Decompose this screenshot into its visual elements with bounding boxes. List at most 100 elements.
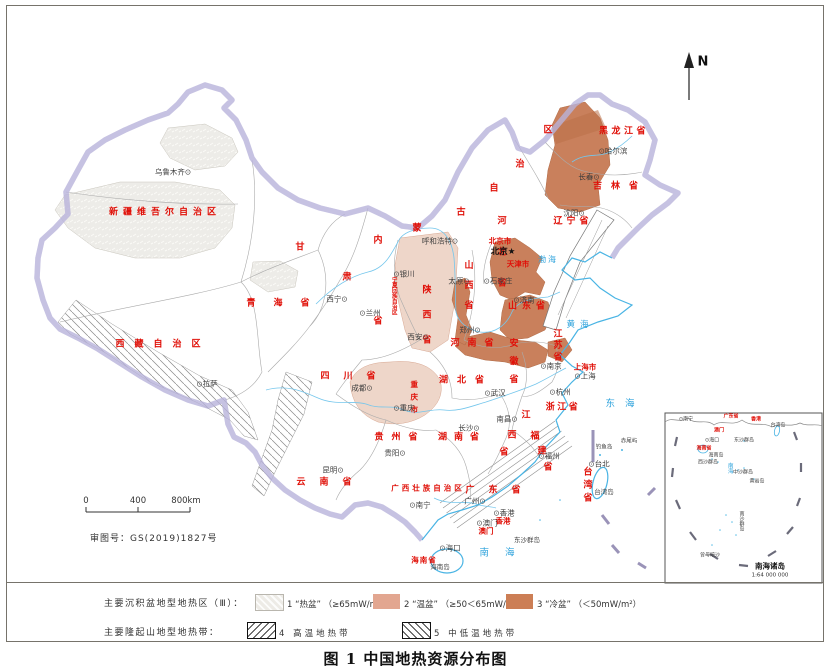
map-label-台北: ⊙台北	[588, 459, 610, 469]
map-label-上海市: 上海市	[573, 362, 597, 372]
map-label-澳门: 澳门	[478, 526, 494, 536]
map-label-澳门: 澳门	[713, 427, 725, 434]
map-label-北京市: 北京市	[488, 236, 512, 246]
legend-item-warm-basin: 2 “温盆” （≥50＜65mW/m²）	[404, 600, 527, 610]
map-label-太原: 太原⊙	[448, 276, 470, 286]
small-islands-dots	[539, 449, 623, 521]
map-label-福: 福	[530, 431, 540, 442]
scale-tick-400: 400	[129, 496, 147, 506]
coastline	[421, 251, 634, 574]
map-label-山西省: 山西省	[462, 260, 473, 320]
inset-scale: 1:64 000 000	[751, 572, 789, 579]
map-label-宁夏回族自治区: 宁夏回族自治区	[390, 276, 397, 316]
map-label-黑龙江省: 黑龙江省	[598, 126, 650, 137]
map-label-海口: ⊙海口	[439, 543, 461, 553]
legend-row2-label: 主要隆起山地型地热带：	[104, 628, 220, 638]
map-label-重庆: ⊙重庆	[393, 403, 415, 413]
map-label-广州: 广州⊙	[464, 496, 486, 506]
map-label-曾母暗沙: 曾母暗沙	[699, 552, 721, 559]
map-label-自: 自	[489, 183, 499, 194]
map-label-西宁: 西宁⊙	[326, 294, 348, 304]
map-label-贵阳: 贵阳⊙	[384, 448, 406, 458]
map-label-香港: ⊙香港	[493, 508, 515, 518]
map-label-兰州: ⊙兰州	[359, 308, 381, 318]
map-label-新疆维吾尔自治区: 新疆维吾尔自治区	[108, 207, 222, 218]
legend-item-cold-basin: 3 “冷盆” （＜50mW/m²）	[537, 600, 642, 610]
map-label-拉萨: ⊙拉萨	[196, 379, 218, 389]
map-label-南海: 南海	[726, 462, 733, 474]
scale-bar	[85, 507, 191, 513]
map-label-乌鲁木齐: 乌鲁木齐⊙	[154, 167, 192, 177]
map-label-南宁: ⊙南宁	[678, 416, 694, 423]
map-label-河北省: 河北省	[495, 215, 506, 309]
map-label-台湾省: 台湾省	[581, 466, 592, 506]
map-label-肃: 肃	[342, 272, 352, 283]
cold-basin-regions	[451, 101, 611, 369]
map-label-台湾岛: 台湾岛	[770, 422, 786, 429]
map-label-中沙群岛: 中沙群岛	[732, 469, 754, 476]
map-label-上海: ⊙上海	[574, 371, 596, 381]
map-label-黄岩岛: 黄岩岛	[749, 478, 765, 485]
figure-caption: 图 1 中国地热资源分布图	[323, 650, 508, 668]
map-label-郑州: 郑州⊙	[459, 325, 481, 335]
map-label-南京: ⊙南京	[540, 361, 562, 371]
map-label-海口: ⊙海口	[704, 437, 720, 444]
map-label-石家庄: ⊙石家庄	[483, 276, 513, 286]
national-border	[34, 82, 681, 540]
map-label-陕西省: 陕西省	[420, 284, 431, 360]
map-label-重庆市: 重庆市	[409, 380, 419, 418]
legend-divider	[6, 582, 823, 583]
scale-tick-800: 800km	[171, 496, 201, 506]
map-label-治: 治	[515, 159, 525, 170]
map-label-湖北省: 湖北省	[438, 375, 494, 386]
map-label-N: N	[697, 54, 709, 70]
map-label-济南: ⊙济南	[513, 295, 535, 305]
map-label-南海: 南海	[479, 547, 531, 559]
map-label-青海省: 青海省	[246, 298, 328, 309]
map-label-浙江省: 浙江省	[545, 402, 581, 413]
map-label-西安: 西安⊙	[407, 332, 429, 342]
map-label-南昌: 南昌⊙	[496, 414, 518, 424]
legend-row1-label: 主要沉积盆地型地热区（Ⅲ）：	[104, 599, 244, 609]
figure-frame	[6, 5, 824, 642]
map-label-广东省: 广东省	[723, 413, 739, 420]
map-label-建: 建	[537, 446, 547, 457]
map-label-台湾岛: 台湾岛	[594, 487, 614, 496]
hot-basin-regions	[54, 123, 299, 293]
map-label-辽宁省: 辽宁省	[553, 216, 593, 227]
map-label-蒙: 蒙	[412, 223, 422, 234]
legend-item-high-temp-belt: 4 高温地热带	[279, 629, 351, 639]
map-label-东沙群岛: 东沙群岛	[514, 535, 540, 544]
warm-basin-regions	[349, 231, 459, 425]
map-label-海南省: 海南省	[696, 445, 712, 452]
map-label-呼和浩特: 呼和浩特⊙	[421, 236, 459, 246]
legend-swatch-high-temp-belt	[247, 622, 276, 639]
map-label-西沙群岛: 西沙群岛	[697, 459, 719, 466]
map-label-黄海: 黄海	[566, 319, 594, 330]
map-label-南沙群岛: 南沙群岛	[738, 511, 745, 531]
inset-map	[664, 412, 823, 584]
scale-tick-0: 0	[83, 496, 89, 506]
map-label-东沙群岛: 东沙群岛	[733, 437, 755, 444]
map-label-甘: 甘	[295, 242, 305, 253]
map-label-海南岛: 海南岛	[708, 452, 724, 459]
map-label-澳门: ⊙澳门	[476, 518, 498, 528]
rivers	[265, 135, 633, 509]
map-label-古: 古	[456, 207, 466, 218]
map-label-东海: 东海	[605, 398, 645, 410]
map-label-江苏省: 江苏省	[551, 328, 562, 364]
province-borders	[59, 139, 643, 501]
map-label-区: 区	[543, 125, 553, 136]
mid-low-temp-belt	[439, 209, 615, 529]
map-label-香港: 香港	[750, 416, 762, 423]
map-label-长春: 长春⊙	[578, 172, 600, 182]
map-label-银川: ⊙银川	[393, 269, 415, 279]
legend-swatch-cold-basin	[506, 594, 533, 609]
map-label-河南省: 河南省	[450, 338, 502, 349]
inset-title: 南海诸岛	[755, 561, 785, 571]
map-label-西藏自治区: 西藏自治区	[115, 339, 211, 350]
map-label-香港: 香港	[495, 516, 511, 526]
map-label-渤海: 渤海	[538, 255, 558, 264]
map-label-钓鱼岛: 钓鱼岛	[595, 444, 613, 451]
